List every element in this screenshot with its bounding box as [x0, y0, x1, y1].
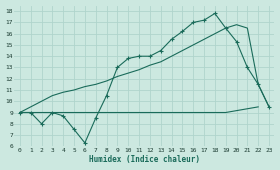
X-axis label: Humidex (Indice chaleur): Humidex (Indice chaleur) — [89, 155, 200, 164]
